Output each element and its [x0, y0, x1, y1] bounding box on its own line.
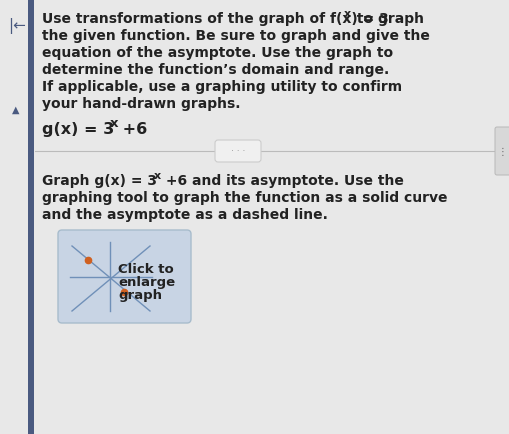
- Text: · · ·: · · ·: [231, 147, 245, 156]
- Text: graphing tool to graph the function as a solid curve: graphing tool to graph the function as a…: [42, 191, 446, 204]
- Text: ▲: ▲: [12, 105, 19, 115]
- Text: |←: |←: [8, 18, 26, 34]
- Text: +6 and its asymptote. Use the: +6 and its asymptote. Use the: [161, 174, 403, 187]
- Text: If applicable, use a graphing utility to confirm: If applicable, use a graphing utility to…: [42, 80, 401, 94]
- Text: x: x: [110, 117, 118, 130]
- Text: Click to: Click to: [118, 263, 174, 276]
- Text: graph: graph: [118, 289, 162, 302]
- Bar: [28, 0, 34, 434]
- Text: equation of the asymptote. Use the graph to: equation of the asymptote. Use the graph…: [42, 46, 392, 60]
- Text: enlarge: enlarge: [118, 276, 175, 289]
- Text: to graph: to graph: [351, 12, 423, 26]
- Text: the given function. Be sure to graph and give the: the given function. Be sure to graph and…: [42, 29, 429, 43]
- FancyBboxPatch shape: [215, 141, 261, 163]
- Text: and the asymptote as a dashed line.: and the asymptote as a dashed line.: [42, 207, 327, 221]
- Text: Use transformations of the graph of f(x) = 3: Use transformations of the graph of f(x)…: [42, 12, 388, 26]
- Text: g(x) = 3: g(x) = 3: [42, 122, 114, 137]
- Text: x: x: [344, 9, 350, 19]
- Text: +6: +6: [117, 122, 147, 137]
- Text: your hand-drawn graphs.: your hand-drawn graphs.: [42, 97, 240, 111]
- Text: x: x: [154, 171, 161, 181]
- Text: ⋮: ⋮: [497, 147, 507, 157]
- Text: determine the function’s domain and range.: determine the function’s domain and rang…: [42, 63, 388, 77]
- FancyBboxPatch shape: [58, 230, 191, 323]
- Text: Graph g(x) = 3: Graph g(x) = 3: [42, 174, 157, 187]
- FancyBboxPatch shape: [494, 128, 509, 176]
